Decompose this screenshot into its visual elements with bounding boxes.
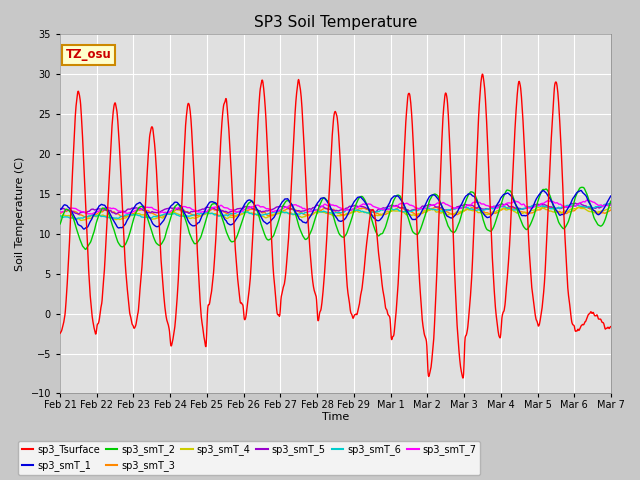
X-axis label: Time: Time bbox=[322, 412, 349, 422]
Title: SP3 Soil Temperature: SP3 Soil Temperature bbox=[254, 15, 417, 30]
Legend: sp3_Tsurface, sp3_smT_1, sp3_smT_2, sp3_smT_3, sp3_smT_4, sp3_smT_5, sp3_smT_6, : sp3_Tsurface, sp3_smT_1, sp3_smT_2, sp3_… bbox=[18, 441, 481, 475]
Y-axis label: Soil Temperature (C): Soil Temperature (C) bbox=[15, 156, 25, 271]
Text: TZ_osu: TZ_osu bbox=[65, 48, 111, 61]
